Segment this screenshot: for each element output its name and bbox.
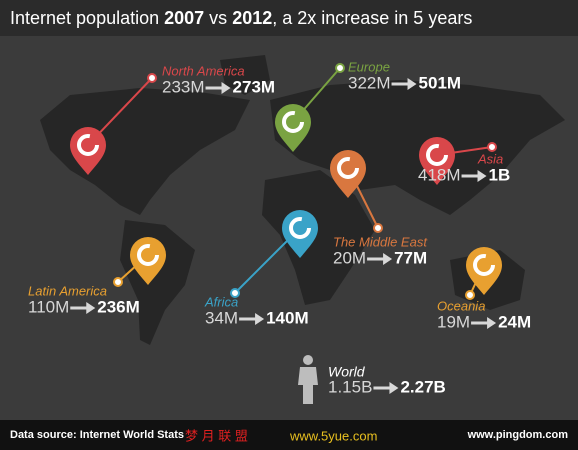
connector-dot — [113, 277, 123, 287]
title-bar — [0, 0, 578, 36]
region-name: Latin America — [28, 283, 107, 298]
from-value: 34M — [205, 308, 238, 327]
watermark-url: www.5yue.com — [289, 428, 377, 443]
connector-dot — [487, 142, 497, 152]
from-value: 110M — [28, 297, 69, 316]
to-value: 236M — [97, 297, 140, 316]
arrow — [373, 382, 399, 394]
pin-ring — [77, 134, 99, 156]
connector-dot — [230, 288, 240, 298]
region-name: Oceania — [437, 298, 485, 313]
title-part: vs — [204, 8, 232, 28]
arrow — [239, 313, 265, 325]
arrow — [471, 317, 497, 329]
to-value: 24M — [498, 312, 531, 331]
to-value: 1B — [489, 165, 511, 184]
from-value: 20M — [333, 248, 366, 267]
world-name: World — [328, 364, 366, 380]
region-name: Europe — [348, 59, 390, 74]
to-value: 273M — [233, 77, 276, 96]
region-name: Asia — [477, 151, 503, 166]
title-part: Internet population — [10, 8, 164, 28]
from-value: 322M — [348, 73, 391, 92]
from-value: 418M — [418, 165, 461, 184]
arrow — [70, 302, 96, 314]
pin-ring — [289, 217, 311, 239]
connector-dot — [373, 223, 383, 233]
site: www.pingdom.com — [467, 429, 569, 441]
from-value: 1.15B — [328, 377, 372, 396]
to-value: 140M — [266, 308, 309, 327]
watermark: 梦 月 联 盟 — [185, 428, 248, 443]
pin-ring — [426, 144, 448, 166]
pin-ring — [282, 111, 304, 133]
connector-dot — [335, 63, 345, 73]
to-value: 77M — [394, 248, 427, 267]
region-name: The Middle East — [333, 234, 428, 249]
arrow — [205, 82, 231, 94]
pin-ring — [473, 254, 495, 276]
pin-ring — [137, 244, 159, 266]
connector-dot — [147, 73, 157, 83]
from-value: 233M — [162, 77, 205, 96]
title: Internet population 2007 vs 2012, a 2x i… — [10, 8, 472, 28]
footer-bar — [0, 420, 578, 450]
title-part: 2007 — [164, 8, 204, 28]
to-value: 2.27B — [400, 377, 445, 396]
to-value: 501M — [419, 73, 462, 92]
title-part: , a 2x increase in 5 years — [272, 8, 472, 28]
arrow — [367, 253, 393, 265]
arrow — [391, 78, 417, 90]
connector-dot — [465, 290, 475, 300]
arrow — [461, 170, 487, 182]
pin-ring — [337, 157, 359, 179]
from-value: 19M — [437, 312, 470, 331]
region: Asia 418M 1B — [418, 137, 510, 185]
region-name: Africa — [204, 294, 238, 309]
source: Data source: Internet World Stats — [10, 429, 184, 441]
region-name: North America — [162, 63, 245, 78]
person-icon — [298, 355, 318, 404]
title-part: 2012 — [232, 8, 272, 28]
